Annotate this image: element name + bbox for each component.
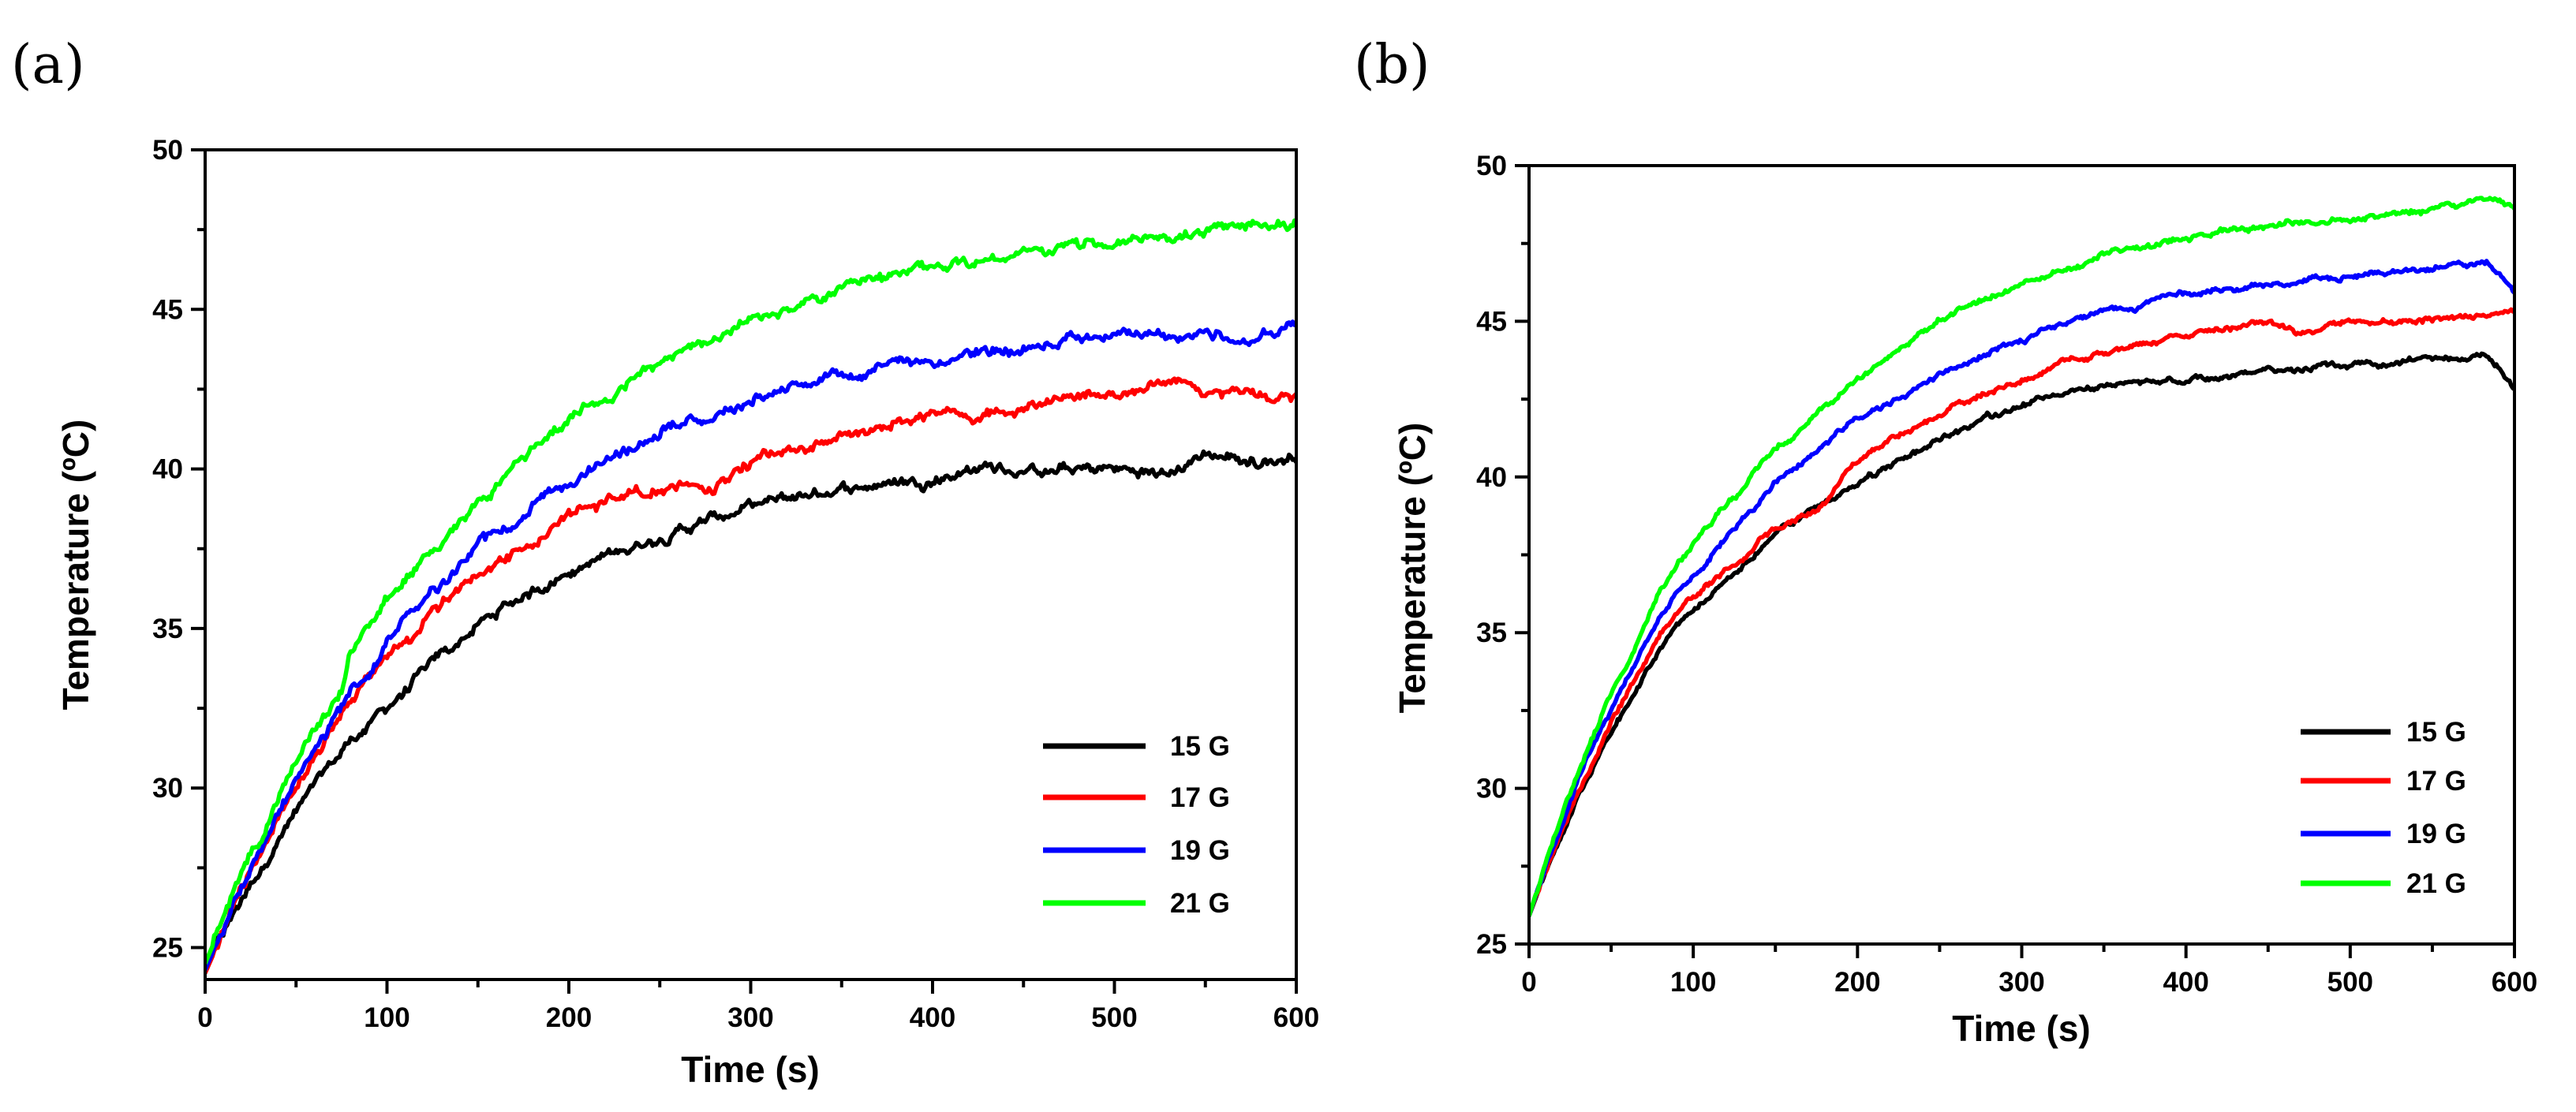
y-axis-title-a: Temperature (ºC) xyxy=(55,420,96,711)
legend-label-b-15g: 15 G xyxy=(2406,717,2466,748)
y-axis-b: 25 30 35 40 45 50 xyxy=(1476,151,1529,960)
x-tick-label: 200 xyxy=(1834,967,1880,998)
y-tick-label: 40 xyxy=(152,454,183,485)
y-axis-title-b: Temperature (ºC) xyxy=(1392,423,1433,714)
series-line-19g xyxy=(207,319,1295,971)
y-tick-label: 25 xyxy=(1476,929,1507,960)
series-group-a xyxy=(207,218,1295,974)
y-tick-label: 40 xyxy=(1476,462,1507,493)
x-tick-label: 100 xyxy=(364,1002,409,1033)
y-tick-label: 45 xyxy=(1476,306,1507,337)
legend-label-a-15g: 15 G xyxy=(1170,731,1230,762)
series-line-15g xyxy=(207,449,1295,972)
y-tick-label: 35 xyxy=(1476,618,1507,648)
x-tick-label: 300 xyxy=(727,1002,773,1033)
y-tick-label: 35 xyxy=(152,614,183,644)
series-line-15g xyxy=(1531,351,2513,917)
x-axis-title-b: Time (s) xyxy=(1952,1008,2091,1049)
legend-b: 15 G 17 G 19 G 21 G xyxy=(2301,717,2466,899)
chart-b: (b) 0 100 200 300 400 500 600 25 30 35 40 45 50 Tim… xyxy=(1354,34,2537,1049)
y-tick-label: 30 xyxy=(1476,774,1507,804)
series-line-17g xyxy=(207,376,1295,974)
legend-label-b-17g: 17 G xyxy=(2406,766,2466,797)
legend-label-b-21g: 21 G xyxy=(2406,868,2466,899)
y-tick-label: 50 xyxy=(1476,151,1507,181)
y-tick-label: 30 xyxy=(152,773,183,804)
chart-a: (a) 0 100 200 300 400 500 600 25 30 35 40 45 50 Tim… xyxy=(11,34,1319,1090)
legend-label-a-21g: 21 G xyxy=(1170,888,1230,919)
panel-label-a: (a) xyxy=(11,34,85,96)
x-axis-title-a: Time (s) xyxy=(681,1049,820,1090)
plot-frame-a xyxy=(204,148,1298,981)
legend-a: 15 G 17 G 19 G 21 G xyxy=(1043,731,1230,919)
series-line-21g xyxy=(1531,196,2513,917)
x-tick-label: 300 xyxy=(1998,967,2044,998)
series-line-21g xyxy=(207,218,1295,965)
legend-label-b-19g: 19 G xyxy=(2406,819,2466,849)
x-tick-label: 400 xyxy=(910,1002,955,1033)
y-tick-label: 45 xyxy=(152,294,183,325)
legend-label-a-19g: 19 G xyxy=(1170,835,1230,866)
x-tick-label: 100 xyxy=(1670,967,1716,998)
x-tick-label: 500 xyxy=(2327,967,2373,998)
series-line-17g xyxy=(1531,307,2513,917)
x-tick-label: 600 xyxy=(2492,967,2537,998)
y-axis-a: 25 30 35 40 45 50 xyxy=(152,135,205,964)
series-group-b xyxy=(1531,196,2513,917)
x-tick-label: 0 xyxy=(1521,967,1536,998)
series-line-19g xyxy=(1531,259,2513,917)
x-axis-a: 0 100 200 300 400 500 600 xyxy=(197,980,1319,1033)
x-tick-label: 400 xyxy=(2163,967,2208,998)
x-axis-b: 0 100 200 300 400 500 600 xyxy=(1521,944,2537,998)
panel-label-b: (b) xyxy=(1354,34,1430,96)
y-tick-label: 25 xyxy=(152,933,183,964)
y-tick-label: 50 xyxy=(152,135,183,166)
x-tick-label: 200 xyxy=(546,1002,592,1033)
x-tick-label: 600 xyxy=(1273,1002,1319,1033)
x-tick-label: 0 xyxy=(197,1002,212,1033)
legend-label-a-17g: 17 G xyxy=(1170,782,1230,813)
x-tick-label: 500 xyxy=(1091,1002,1137,1033)
